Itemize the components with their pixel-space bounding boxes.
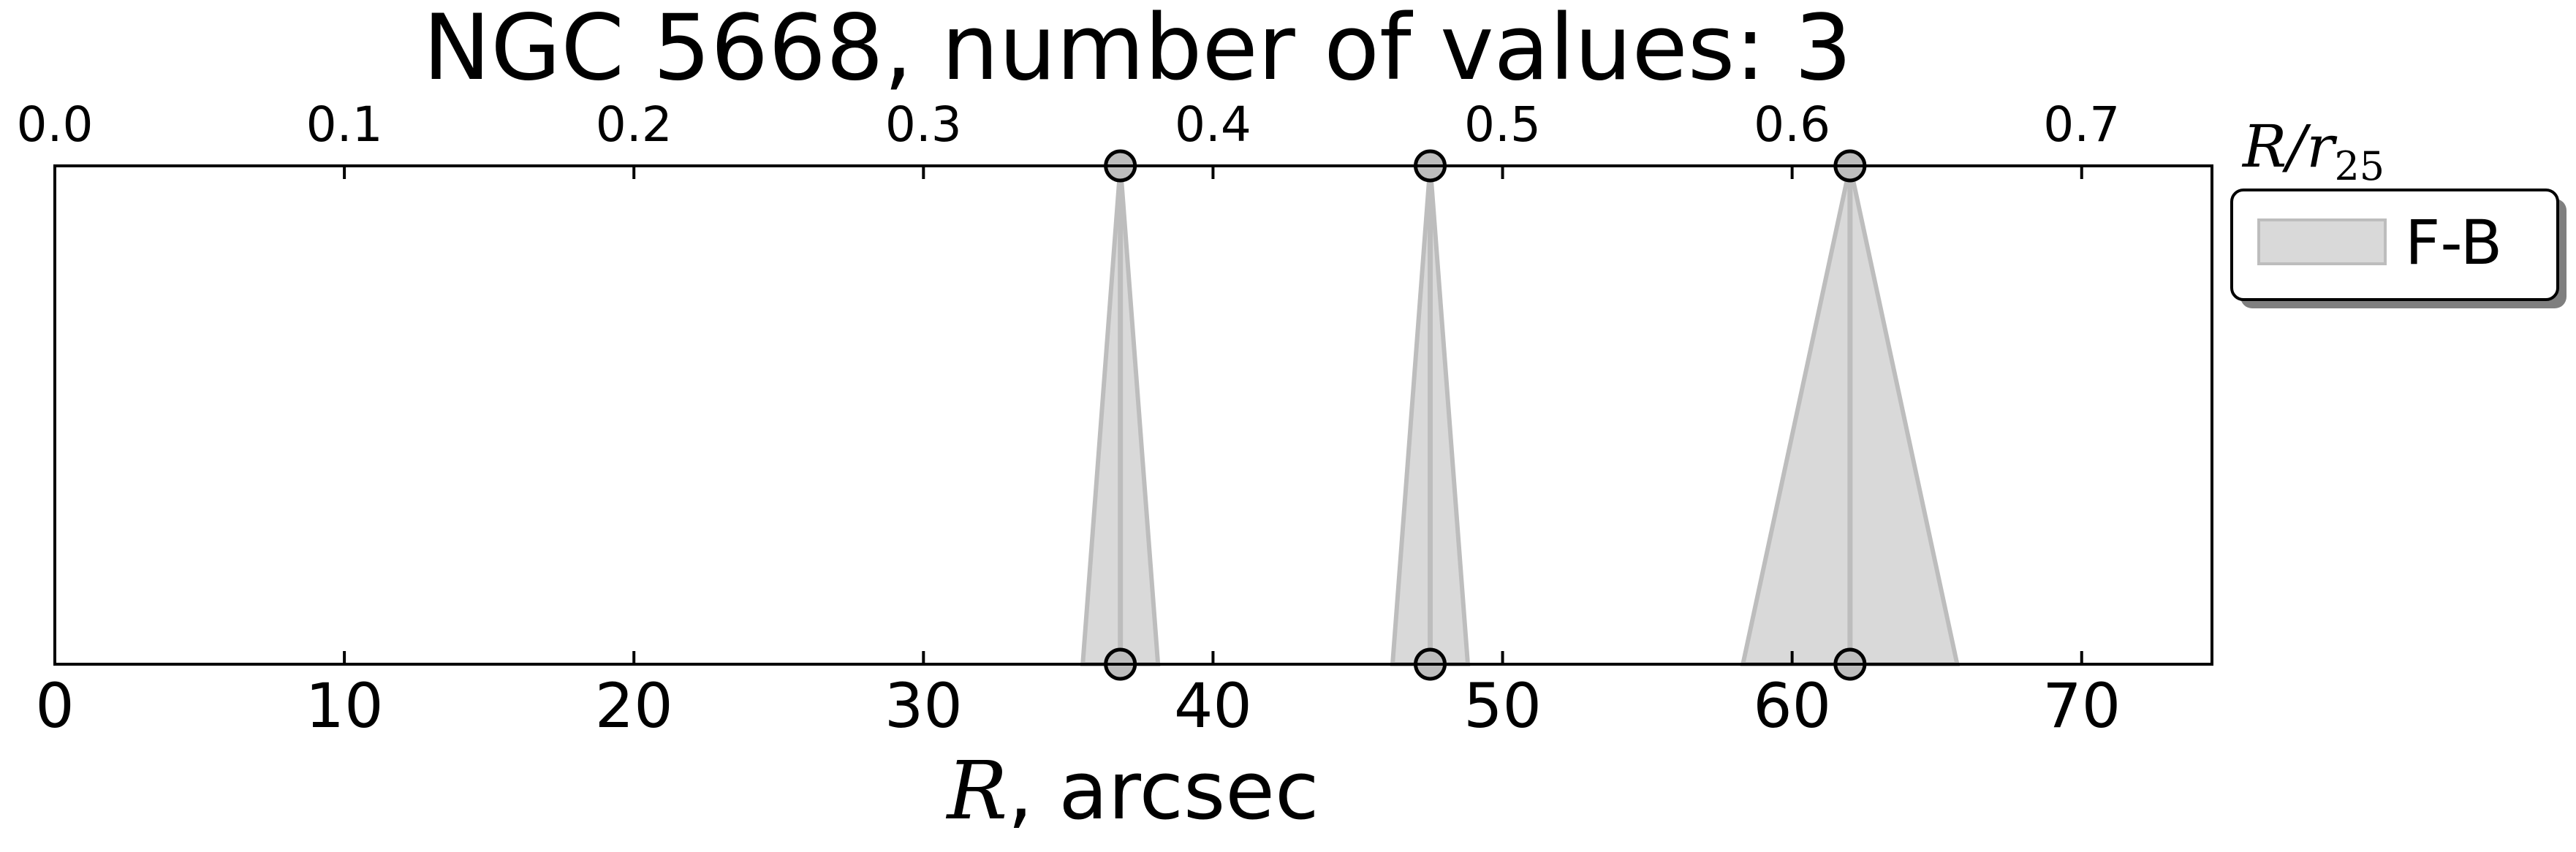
top-axis-label: R/r25: [2241, 113, 2384, 189]
data-point: [1080, 149, 1161, 681]
top-tick-label: 0.0: [17, 96, 94, 153]
x-axis-label-rest: , arcsec: [1007, 744, 1319, 837]
legend-label: F-B: [2405, 207, 2502, 278]
chart-title: NGC 5668, number of values: 3: [423, 0, 1852, 101]
legend-box: [2230, 189, 2559, 301]
x-axis-label: R, arcsec: [946, 744, 1319, 837]
top-tick-label: 0.7: [2043, 96, 2120, 153]
legend: F-B: [2230, 189, 2566, 308]
data-layer: [1080, 149, 1961, 681]
top-tick-label: 0.2: [596, 96, 673, 153]
data-point: [1390, 149, 1471, 681]
legend-swatch: [2257, 218, 2387, 265]
top-tick-label: 0.3: [885, 96, 962, 153]
top-axis-label-var: R/r: [2241, 113, 2338, 180]
top-tick-label: 0.5: [1464, 96, 1541, 153]
tick-layer: 0 10 20 30 40 50 60 70 0.0 0.1 0.2 0.3 0.4 0.5 0.6 0.7: [17, 96, 2121, 742]
x-tick-label: 50: [1463, 670, 1542, 742]
top-tick-label: 0.4: [1175, 96, 1251, 153]
data-point: [1740, 149, 1961, 681]
x-tick-label: 70: [2042, 670, 2121, 742]
x-axis-label-var: R: [946, 744, 1008, 837]
top-axis-label-sub: 25: [2334, 143, 2384, 189]
top-tick-label: 0.1: [306, 96, 383, 153]
x-tick-label: 30: [884, 670, 963, 742]
top-tick-label: 0.6: [1754, 96, 1830, 153]
x-tick-label: 0: [35, 670, 74, 742]
x-tick-label: 10: [306, 670, 384, 742]
plot-frame: [53, 164, 2213, 666]
x-tick-label: 60: [1753, 670, 1831, 742]
x-tick-label: 40: [1174, 670, 1252, 742]
x-tick-label: 20: [595, 670, 673, 742]
